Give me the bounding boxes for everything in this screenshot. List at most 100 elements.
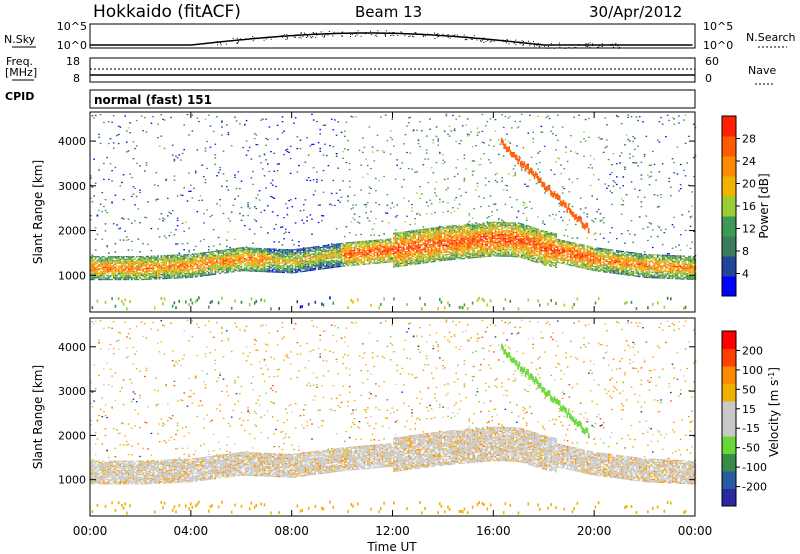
power-cell [171, 261, 174, 263]
power-cell [291, 262, 294, 265]
power-cell [281, 251, 284, 253]
power-cell [437, 257, 439, 259]
power-cell [339, 244, 341, 246]
nsearch-dot [586, 46, 588, 48]
power-cell [221, 296, 223, 300]
power-cell [443, 258, 446, 260]
power-cell [193, 261, 195, 263]
power-cell [383, 245, 385, 247]
power-cell [439, 245, 441, 247]
power-cell [208, 266, 210, 268]
power-cell [229, 260, 231, 263]
power-cell [357, 245, 359, 247]
power-cell [239, 262, 241, 264]
power-cell [244, 252, 246, 254]
power-cell [337, 167, 339, 169]
power-cell [337, 246, 339, 248]
nsearch-dot [307, 36, 309, 38]
power-cell [373, 245, 376, 247]
power-cell [108, 266, 110, 269]
power-cell [461, 229, 464, 232]
power-cell [137, 238, 140, 240]
power-cell [206, 266, 208, 268]
power-cell [119, 239, 122, 241]
nsearch-dot [401, 33, 403, 34]
power-cell [330, 243, 333, 245]
power-cell [240, 263, 243, 265]
power-cell [306, 266, 308, 268]
power-cell [181, 266, 184, 268]
power-cell [335, 254, 338, 256]
power-cell [126, 277, 128, 279]
power-cell [424, 246, 426, 248]
power-cell [303, 247, 305, 249]
power-cell [206, 209, 208, 211]
power-cell [350, 244, 353, 246]
power-cell [217, 271, 220, 273]
power-cell [422, 258, 425, 260]
nsearch-dot [368, 32, 370, 34]
nsearch-dot [530, 42, 531, 44]
power-cell [429, 260, 431, 262]
power-cell [312, 119, 315, 121]
power-cell [271, 261, 274, 264]
power-cell [280, 256, 282, 259]
power-cell [452, 114, 454, 117]
power-cell [362, 262, 364, 264]
power-cell [453, 252, 456, 254]
power-cell [357, 264, 359, 266]
power-cell [371, 242, 374, 244]
power-cell [434, 247, 436, 249]
power-cell [229, 248, 231, 250]
power-cell [224, 268, 226, 270]
power-cell [448, 239, 451, 241]
nsearch-dot [365, 31, 367, 33]
power-cell [432, 261, 435, 263]
power-cell [175, 229, 177, 231]
power-cell [173, 270, 176, 272]
power-cell [278, 163, 280, 165]
power-cell [124, 258, 126, 261]
power-cell [193, 187, 195, 189]
power-cell [458, 256, 461, 259]
power-cell [414, 223, 416, 225]
power-cell [378, 180, 380, 182]
power-cell [196, 257, 199, 259]
nsearch-dot [572, 47, 574, 49]
power-cell [104, 270, 107, 273]
power-cell [437, 236, 439, 238]
power-cell [363, 240, 366, 242]
power-cell [245, 267, 248, 269]
power-cell [278, 263, 280, 265]
power-cell [171, 264, 174, 266]
power-cell [453, 256, 456, 258]
power-cell [270, 267, 272, 269]
power-cell [443, 250, 446, 252]
power-cell [437, 241, 439, 243]
power-cell [206, 273, 208, 275]
power-cell [311, 253, 313, 255]
power-cell [98, 274, 100, 277]
power-cell [335, 265, 338, 267]
nsearch-dot [427, 33, 428, 35]
nsearch-dot [325, 33, 327, 35]
power-cell [209, 260, 212, 262]
power-cell [112, 115, 115, 117]
power-cell [93, 270, 95, 273]
power-cell [327, 244, 330, 246]
power-cell [388, 254, 390, 256]
power-cell [419, 296, 421, 300]
power-cell [117, 228, 120, 230]
power-cell [440, 253, 443, 255]
power-cell [216, 258, 218, 260]
power-cell [217, 269, 220, 271]
nsearch-dot [559, 44, 561, 46]
power-cell [291, 239, 294, 241]
power-cell [149, 266, 151, 268]
power-cell [219, 266, 221, 268]
nsearch-dot [538, 45, 540, 47]
nsearch-dot [448, 35, 450, 37]
power-cell [358, 255, 361, 258]
power-cell [121, 276, 123, 278]
power-cell [142, 274, 144, 277]
